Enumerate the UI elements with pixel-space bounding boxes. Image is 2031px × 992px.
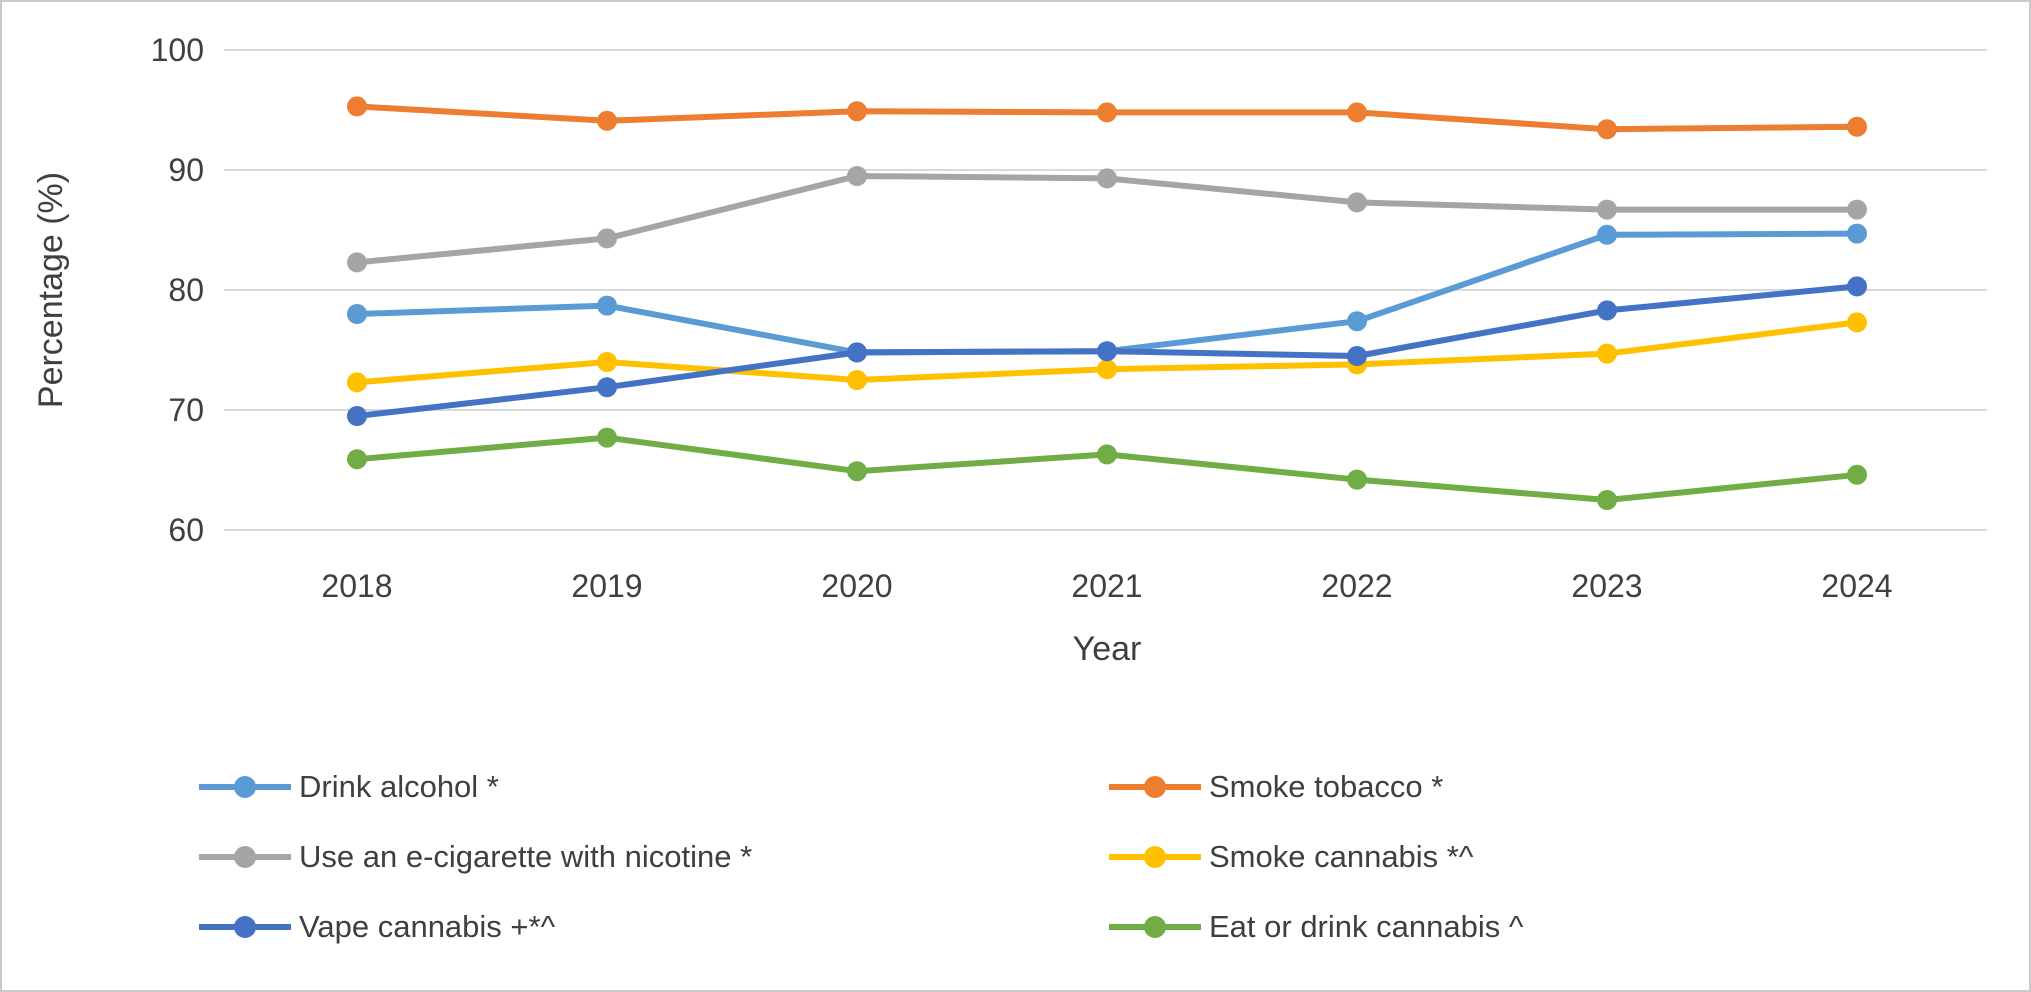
y-tick-label: 70 bbox=[168, 392, 204, 428]
legend-item: Vape cannabis +*^ bbox=[197, 909, 1107, 945]
data-point-marker bbox=[1597, 490, 1617, 510]
data-point-marker bbox=[347, 96, 367, 117]
x-axis-title: Year bbox=[1073, 630, 1142, 668]
legend-marker-icon bbox=[199, 776, 291, 798]
data-point-marker bbox=[1847, 464, 1867, 485]
data-point-marker bbox=[1347, 469, 1367, 490]
x-category-label: 2024 bbox=[1821, 568, 1892, 604]
data-point-marker bbox=[347, 372, 367, 393]
series-line bbox=[354, 173, 1860, 266]
data-point-marker bbox=[597, 228, 617, 249]
x-category-label: 2022 bbox=[1321, 568, 1392, 604]
x-category-label: 2021 bbox=[1071, 568, 1142, 604]
series-smoke-cannabis bbox=[347, 312, 1867, 393]
data-point-marker bbox=[1597, 199, 1617, 220]
data-point-marker bbox=[1847, 276, 1867, 297]
legend-dot bbox=[234, 846, 256, 868]
data-point-marker bbox=[347, 449, 367, 470]
data-point-marker bbox=[1097, 168, 1117, 189]
y-tick-labels: 60 70 80 90 100 bbox=[151, 32, 204, 548]
data-point-marker bbox=[1597, 300, 1617, 321]
legend-label: Smoke tobacco * bbox=[1209, 769, 1444, 804]
legend-label: Eat or drink cannabis ^ bbox=[1209, 909, 1524, 944]
data-point-marker bbox=[1847, 199, 1867, 220]
data-point-marker bbox=[847, 166, 867, 186]
data-point-marker bbox=[1097, 341, 1117, 362]
series-smoke-tobacco bbox=[347, 96, 1867, 140]
legend-item: Eat or drink cannabis ^ bbox=[1107, 909, 1897, 945]
legend-dot bbox=[1144, 846, 1166, 868]
legend-dot bbox=[234, 916, 256, 938]
legend-item: Use an e-cigarette with nicotine * bbox=[197, 839, 1107, 875]
y-axis-title: Percentage (%) bbox=[32, 172, 70, 408]
data-point-marker bbox=[1097, 102, 1117, 123]
legend-item: Drink alcohol * bbox=[197, 769, 1107, 805]
data-point-marker bbox=[597, 295, 617, 316]
legend-label: Smoke cannabis *^ bbox=[1209, 839, 1474, 874]
data-series bbox=[347, 96, 1867, 510]
y-tick-label: 100 bbox=[151, 32, 204, 68]
x-category-labels: 2018 2019 2020 2021 2022 2023 2024 bbox=[321, 568, 1892, 604]
data-point-marker bbox=[597, 110, 617, 131]
data-point-marker bbox=[1097, 444, 1117, 465]
data-point-marker bbox=[1347, 102, 1367, 123]
legend-label: Vape cannabis +*^ bbox=[299, 909, 556, 944]
data-point-marker bbox=[1847, 223, 1867, 244]
legend-dot bbox=[1144, 916, 1166, 938]
legend-dot bbox=[1144, 776, 1166, 798]
series-use-an-e-cigarette-with-nicotine bbox=[347, 166, 1867, 273]
data-point-marker bbox=[1847, 312, 1867, 333]
data-point-marker bbox=[597, 352, 617, 372]
y-tick-label: 90 bbox=[168, 152, 204, 188]
series-line bbox=[354, 230, 1860, 356]
x-category-label: 2023 bbox=[1571, 568, 1642, 604]
line-chart: 60 70 80 90 100 2018 2019 2020 2021 2022 2023 2024… bbox=[32, 32, 1987, 668]
series-eat-or-drink-cannabis bbox=[347, 427, 1867, 510]
data-point-marker bbox=[1597, 119, 1617, 140]
legend-label: Use an e-cigarette with nicotine * bbox=[299, 839, 753, 874]
data-point-marker bbox=[847, 370, 867, 390]
gridlines bbox=[224, 49, 1987, 531]
y-tick-label: 80 bbox=[168, 272, 204, 308]
data-point-marker bbox=[347, 304, 367, 324]
data-point-marker bbox=[597, 427, 617, 448]
legend-item: Smoke tobacco * bbox=[1107, 769, 1897, 805]
x-category-label: 2019 bbox=[571, 568, 642, 604]
legend-item: Smoke cannabis *^ bbox=[1107, 839, 1897, 875]
series-vape-cannabis bbox=[347, 276, 1867, 426]
data-point-marker bbox=[597, 377, 617, 398]
y-tick-label: 60 bbox=[168, 512, 204, 548]
legend-marker-icon bbox=[199, 846, 291, 868]
data-point-marker bbox=[847, 461, 867, 482]
data-point-marker bbox=[1347, 346, 1367, 366]
legend-marker-icon bbox=[1109, 916, 1201, 938]
x-category-label: 2020 bbox=[821, 568, 892, 604]
data-point-marker bbox=[1597, 343, 1617, 364]
legend-marker-icon bbox=[199, 916, 291, 938]
data-point-marker bbox=[1347, 311, 1367, 332]
data-point-marker bbox=[847, 101, 867, 122]
legend-marker-icon bbox=[1109, 846, 1201, 868]
data-point-marker bbox=[1847, 116, 1867, 137]
data-point-marker bbox=[347, 252, 367, 273]
data-point-marker bbox=[1347, 192, 1367, 213]
chart-legend: Drink alcohol * Smoke tobacco * Use an e-c… bbox=[197, 752, 1897, 962]
data-point-marker bbox=[347, 406, 367, 426]
data-point-marker bbox=[1597, 224, 1617, 245]
data-point-marker bbox=[1097, 359, 1117, 380]
legend-dot bbox=[234, 776, 256, 798]
x-category-label: 2018 bbox=[321, 568, 392, 604]
legend-marker-icon bbox=[1109, 776, 1201, 798]
legend-label: Drink alcohol * bbox=[299, 769, 499, 804]
data-point-marker bbox=[847, 342, 867, 363]
